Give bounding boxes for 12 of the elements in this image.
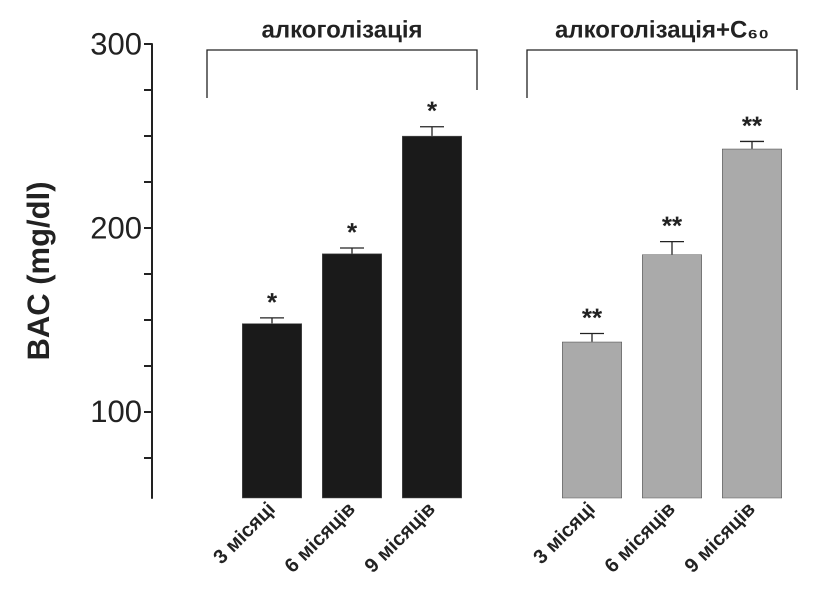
data-label: * (346, 217, 358, 248)
text: алкоголізація (262, 16, 422, 44)
y-axis-title: BAC (mg/dl) (21, 181, 56, 361)
data-label: * (266, 286, 278, 317)
text: алкоголізація+C₆₀ (554, 16, 770, 44)
y-tick-label: 200 (90, 210, 142, 246)
data-label: * (426, 96, 438, 126)
data-label: ** (582, 302, 603, 332)
y-tick-label: 100 (90, 394, 142, 430)
data-label: ** (742, 110, 763, 140)
y-tick-label: 300 (90, 26, 142, 62)
data-label: ** (662, 210, 683, 241)
